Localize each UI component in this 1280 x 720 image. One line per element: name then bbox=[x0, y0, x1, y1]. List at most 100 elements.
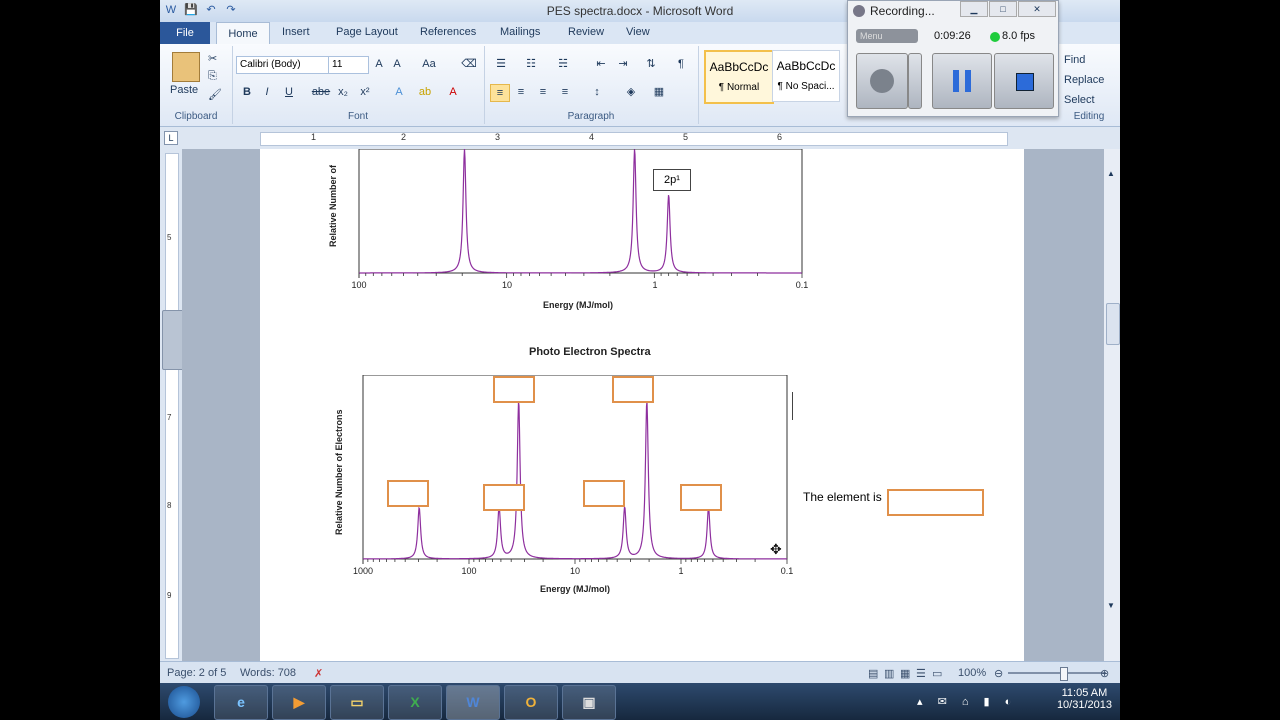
align-right-icon[interactable]: ≡ bbox=[539, 86, 547, 98]
page-count[interactable]: Page: 2 of 5 bbox=[167, 667, 227, 679]
recorder-close-icon[interactable]: ✕ bbox=[1018, 1, 1056, 17]
shrink-font-icon[interactable]: A bbox=[393, 58, 401, 70]
highlight-icon[interactable]: ab bbox=[418, 86, 432, 98]
shading-icon[interactable]: ◈ bbox=[626, 86, 636, 98]
word-count[interactable]: Words: 708 bbox=[240, 667, 297, 679]
grow-font-icon[interactable]: A bbox=[375, 58, 383, 70]
superscript-button[interactable]: x² bbox=[360, 86, 370, 98]
tab-review[interactable]: Review bbox=[568, 26, 605, 38]
tab-home[interactable]: Home bbox=[216, 22, 270, 45]
vertical-ruler-track[interactable] bbox=[165, 153, 179, 659]
tab-view[interactable]: View bbox=[626, 26, 650, 38]
bold-button[interactable]: B bbox=[243, 86, 251, 98]
view-print-layout-icon[interactable]: ▤ bbox=[868, 668, 879, 680]
outlook-icon[interactable]: O bbox=[504, 685, 558, 720]
undo-icon[interactable]: ↶ bbox=[206, 4, 216, 16]
paste-icon[interactable] bbox=[172, 52, 200, 82]
justify-icon[interactable]: ≡ bbox=[561, 86, 569, 98]
vertical-scrollbar[interactable]: ▲ ▼ bbox=[1104, 149, 1120, 661]
taskbar-clock[interactable]: 11:05 AM 10/31/2013 bbox=[1057, 687, 1112, 711]
recorder-maximize-icon[interactable]: □ bbox=[989, 1, 1017, 17]
view-outline-icon[interactable]: ☰ bbox=[916, 668, 926, 680]
answer-box-peak-2[interactable] bbox=[483, 484, 525, 511]
media-player-icon[interactable]: ▶ bbox=[272, 685, 326, 720]
subscript-button[interactable]: x₂ bbox=[338, 86, 348, 98]
start-button-icon[interactable] bbox=[168, 686, 200, 718]
sort-icon[interactable]: ⇅ bbox=[646, 58, 656, 70]
tab-selector-icon[interactable]: L bbox=[164, 131, 178, 145]
vruler-tick: 5 bbox=[167, 233, 172, 242]
tab-insert[interactable]: Insert bbox=[282, 26, 310, 38]
zoom-level[interactable]: 100% bbox=[958, 667, 987, 679]
find-button[interactable]: Find bbox=[1064, 54, 1086, 66]
line-spacing-icon[interactable]: ↕ bbox=[594, 86, 600, 98]
answer-box-peak-6[interactable] bbox=[680, 484, 722, 511]
file-explorer-icon[interactable]: ▭ bbox=[330, 685, 384, 720]
multilevel-list-icon[interactable]: ☵ bbox=[558, 58, 568, 70]
answer-box-peak-4[interactable] bbox=[583, 480, 625, 507]
document-page[interactable]: Relative Number of 100 10 1 0.1 Energy (… bbox=[260, 149, 1024, 661]
zoom-out-icon[interactable]: ⊖ bbox=[994, 668, 1004, 680]
style-normal[interactable]: AaBbCcDc ¶ Normal bbox=[704, 50, 774, 104]
redo-icon[interactable]: ↷ bbox=[226, 4, 236, 16]
font-color-icon[interactable]: A bbox=[449, 86, 457, 98]
excel-icon[interactable]: X bbox=[388, 685, 442, 720]
format-painter-icon[interactable]: 🖌 bbox=[208, 89, 222, 101]
tab-mailings[interactable]: Mailings bbox=[500, 26, 541, 38]
tab-references[interactable]: References bbox=[420, 26, 477, 38]
stop-button[interactable] bbox=[994, 53, 1054, 109]
select-button[interactable]: Select bbox=[1064, 94, 1095, 106]
replace-button[interactable]: Replace bbox=[1064, 74, 1105, 86]
scroll-up-icon[interactable]: ▲ bbox=[1107, 169, 1115, 178]
horizontal-ruler[interactable]: 1 2 3 4 5 6 bbox=[260, 132, 1008, 146]
document-area: Relative Number of 100 10 1 0.1 Energy (… bbox=[182, 149, 1104, 661]
italic-button[interactable]: I bbox=[265, 86, 269, 98]
record-button[interactable] bbox=[856, 53, 908, 109]
strikethrough-button[interactable]: abe bbox=[311, 86, 331, 98]
answer-box-peak-3[interactable] bbox=[493, 376, 535, 403]
bullets-icon[interactable]: ☰ bbox=[496, 58, 506, 70]
style-no-spacing[interactable]: AaBbCcDc ¶ No Spaci... bbox=[772, 50, 840, 102]
zoom-slider-knob[interactable] bbox=[1060, 667, 1068, 681]
scroll-down-icon[interactable]: ▼ bbox=[1107, 601, 1115, 610]
recorder-menu-button[interactable]: Menu bbox=[856, 29, 918, 43]
system-tray-icons[interactable]: ▴ ✉ ⌂ ▮ ◐ bbox=[917, 696, 1018, 708]
scrollbar-thumb[interactable] bbox=[1106, 303, 1120, 345]
view-draft-icon[interactable]: ▭ bbox=[932, 668, 943, 680]
cut-icon[interactable]: ✂ bbox=[208, 53, 218, 65]
move-cursor-icon: ✥ bbox=[770, 541, 782, 557]
recorder-taskbar-icon[interactable]: ▣ bbox=[562, 685, 616, 720]
record-options-dropdown[interactable] bbox=[908, 53, 922, 109]
element-answer-box[interactable] bbox=[887, 489, 984, 516]
answer-box-peak-5[interactable] bbox=[612, 376, 654, 403]
align-center-icon[interactable]: ≡ bbox=[517, 86, 525, 98]
increase-indent-icon[interactable]: ⇥ bbox=[618, 58, 628, 70]
view-web-icon[interactable]: ▦ bbox=[900, 668, 911, 680]
text-effects-icon[interactable]: A bbox=[395, 86, 403, 98]
paste-button[interactable]: Paste bbox=[170, 84, 199, 96]
change-case-icon[interactable]: Aa bbox=[422, 58, 436, 70]
font-size-select[interactable]: 11 bbox=[328, 56, 369, 74]
align-left-icon[interactable]: ≡ bbox=[490, 84, 510, 102]
zoom-slider[interactable] bbox=[1008, 667, 1106, 681]
underline-button[interactable]: U bbox=[285, 86, 293, 98]
internet-explorer-icon[interactable]: e bbox=[214, 685, 268, 720]
proofing-icon[interactable]: ✗ bbox=[314, 668, 324, 680]
copy-icon[interactable]: ⎘ bbox=[208, 70, 217, 82]
font-name-select[interactable]: Calibri (Body) bbox=[236, 56, 329, 74]
pause-button[interactable] bbox=[932, 53, 992, 109]
recorder-minimize-icon[interactable]: ▁ bbox=[960, 1, 988, 17]
answer-box-peak-1[interactable] bbox=[387, 480, 429, 507]
tab-page-layout[interactable]: Page Layout bbox=[336, 26, 398, 38]
borders-icon[interactable]: ▦ bbox=[653, 86, 665, 98]
tab-file[interactable]: File bbox=[160, 22, 210, 44]
decrease-indent-icon[interactable]: ⇤ bbox=[596, 58, 606, 70]
zoom-in-icon[interactable]: ⊕ bbox=[1100, 668, 1110, 680]
view-fullscreen-icon[interactable]: ▥ bbox=[884, 668, 895, 680]
numbering-icon[interactable]: ☷ bbox=[526, 58, 536, 70]
clear-format-icon[interactable]: ⌫ bbox=[461, 58, 477, 70]
show-formatting-icon[interactable]: ¶ bbox=[678, 58, 684, 70]
word-taskbar-icon[interactable]: W bbox=[446, 685, 500, 720]
save-icon[interactable]: 💾 bbox=[184, 4, 198, 16]
top-xtick-label: 1 bbox=[652, 280, 657, 290]
